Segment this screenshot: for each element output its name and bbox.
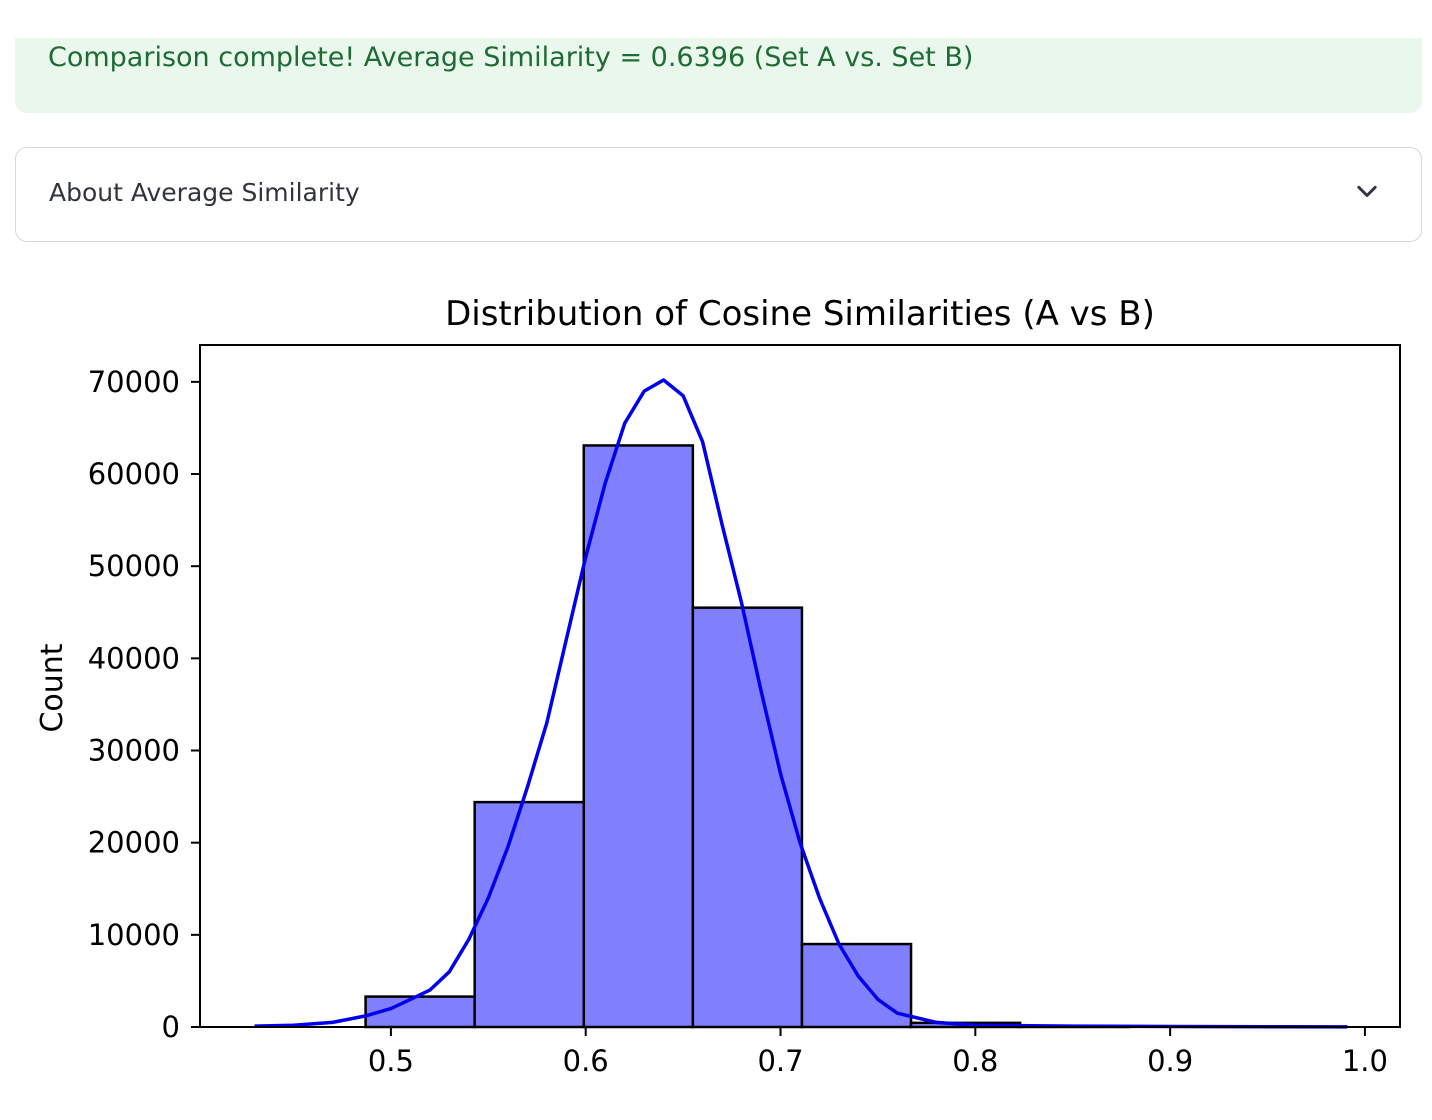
kde-curve-group (254, 378, 1348, 1029)
success-message: Comparison complete! Average Similarity … (48, 42, 974, 73)
y-tick-label: 60000 (88, 457, 180, 491)
y-tick-label: 20000 (88, 826, 180, 860)
y-tick-label: 50000 (88, 549, 180, 583)
histogram-bar (582, 444, 695, 1029)
y-axis-ticks: 0 10000 20000 30000 40000 50000 60000 70000 (88, 365, 200, 1044)
histogram-bar (691, 606, 804, 1029)
x-tick-label: 0.8 (952, 1044, 998, 1078)
x-tick-label: 1.0 (1342, 1044, 1388, 1078)
expander-label: About Average Similarity (49, 178, 360, 207)
y-axis-label: Count (35, 643, 70, 732)
histogram-bars (364, 444, 1131, 1029)
histogram-bar (473, 800, 586, 1029)
x-tick-label: 0.6 (563, 1044, 609, 1078)
x-tick-label: 0.7 (757, 1044, 803, 1078)
kde-curve (254, 378, 1348, 1029)
y-tick-label: 0 (162, 1010, 180, 1044)
chevron-down-icon (1357, 185, 1377, 197)
about-average-similarity-expander[interactable]: About Average Similarity (15, 147, 1422, 242)
plot-frame (199, 344, 1401, 1028)
x-axis-ticks: 0.5 0.6 0.7 0.8 0.9 1.0 (368, 1027, 1388, 1078)
chart-title: Distribution of Cosine Similarities (A v… (445, 294, 1155, 334)
y-tick-label: 40000 (88, 641, 180, 675)
x-tick-label: 0.5 (368, 1044, 414, 1078)
success-alert: Comparison complete! Average Similarity … (15, 38, 1422, 113)
x-tick-label: 0.9 (1147, 1044, 1193, 1078)
y-tick-label: 30000 (88, 734, 180, 768)
y-tick-label: 10000 (88, 918, 180, 952)
y-tick-label: 70000 (88, 365, 180, 399)
similarity-histogram-chart: Distribution of Cosine Similarities (A v… (35, 294, 1401, 1078)
histogram-bar (800, 942, 913, 1029)
